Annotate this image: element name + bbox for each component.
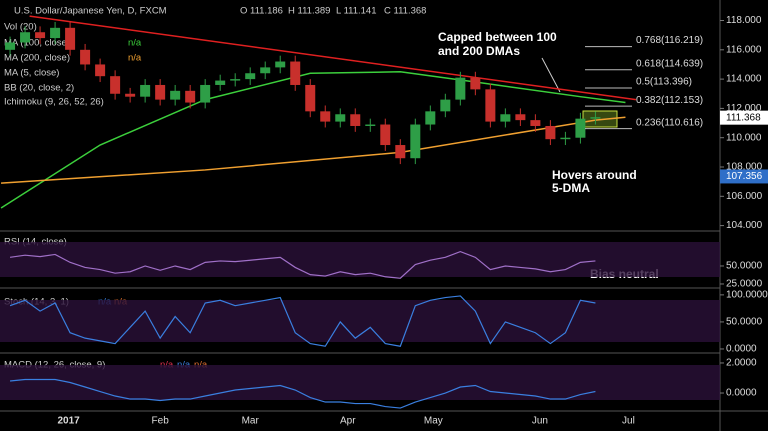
candle-body (515, 114, 526, 121)
price-marker (720, 169, 768, 184)
annotation: Hovers around (552, 168, 637, 182)
y-tick-label: 106.000 (726, 191, 763, 202)
line (0, 71, 626, 209)
na: n/a (128, 53, 142, 64)
fib-label: 0.236(110.616) (636, 117, 703, 128)
y-tick-label: 118.000 (726, 15, 762, 26)
candle-body (590, 117, 601, 119)
y-tick-label: 104.000 (726, 220, 763, 231)
annotation: Capped between 100 (438, 30, 557, 44)
candle-body (200, 84, 211, 103)
y-tick-label: 100.0000 (726, 290, 768, 301)
line (29, 15, 637, 101)
candle-body (425, 111, 436, 125)
line (9, 250, 596, 279)
candle-body (350, 114, 361, 126)
x-tick-label: Apr (340, 416, 356, 427)
indicator: MA (100, close) (4, 38, 70, 49)
candle-body (125, 93, 136, 97)
candle-body (440, 99, 451, 112)
y-tick-label: 50.0000 (726, 317, 763, 328)
y-tick-label: 116.000 (726, 44, 762, 55)
candle-body (50, 27, 61, 39)
price-marker (720, 110, 768, 125)
candle-body (545, 125, 556, 140)
x-tick-label: May (424, 416, 443, 427)
y-tick-label: 50.0000 (726, 261, 763, 272)
y-tick-label: 0.0000 (726, 388, 757, 399)
candle-body (95, 64, 106, 77)
y-tick-label: 112.000 (726, 103, 762, 114)
ohlc: O 111.186 (240, 6, 283, 17)
price-marker-label: 107.356 (726, 171, 763, 182)
candle-body (320, 111, 331, 122)
candle-body (20, 32, 31, 43)
fib-label: 0.768(116.219) (636, 35, 703, 46)
candle-body (215, 80, 226, 85)
candle-body (410, 124, 421, 159)
panel-bg (0, 242, 720, 277)
candle-body (335, 114, 346, 122)
candle-body (5, 42, 16, 50)
candle-body (560, 137, 571, 140)
fib-label: 0.5(113.396) (636, 77, 692, 88)
candle-body (455, 77, 466, 100)
candle-body (470, 77, 481, 90)
candle-body (185, 90, 196, 103)
x-tick-label: 2017 (57, 416, 80, 427)
y-tick-label: 2.0000 (726, 358, 757, 369)
panel-bg (0, 300, 720, 342)
indicator: MA (5, close) (4, 68, 59, 79)
y-tick-label: 114.000 (726, 74, 762, 85)
line (1, 116, 626, 184)
candle-body (500, 114, 511, 122)
candle-body (530, 120, 541, 126)
na: n/a (128, 38, 142, 49)
candle-body (380, 124, 391, 146)
candle-body (35, 32, 46, 39)
candle-body (485, 89, 496, 122)
indicator: BB (20, close, 2) (4, 83, 74, 94)
panel-bg (0, 365, 720, 400)
ohlc: C 111.368 (384, 6, 426, 17)
annotation: and 200 DMAs (438, 44, 520, 58)
ohlc: L 111.141 (336, 6, 377, 17)
ohlc: H 111.389 (288, 6, 330, 17)
indicator: Ichimoku (9, 26, 52, 26) (4, 97, 104, 108)
candle-body (170, 90, 181, 100)
symbol: U.S. Dollar/Japanese Yen, D, FXCM (14, 6, 167, 17)
candle-body (305, 84, 316, 112)
y-tick-label: 108.000 (726, 162, 763, 173)
indicator: MA (200, close) (4, 53, 70, 64)
candle-body (110, 76, 121, 94)
candle-body (275, 61, 286, 68)
candle-body (575, 118, 586, 138)
y-tick-label: 25.0000 (726, 279, 763, 290)
x-tick-label: Jul (622, 416, 635, 427)
x-tick-label: Jun (532, 416, 548, 427)
candle-body (65, 27, 76, 50)
candle-body (395, 145, 406, 159)
price-marker-label: 111.368 (726, 112, 761, 123)
candle-body (290, 61, 301, 85)
arrow (541, 57, 561, 93)
candle-body (245, 73, 256, 80)
line (9, 378, 596, 409)
candle-body (80, 49, 91, 65)
fib-label: 0.618(114.639) (636, 58, 703, 69)
x-tick-label: Feb (152, 416, 170, 427)
line (9, 295, 596, 347)
indicator: Vol (20) (4, 22, 37, 33)
y-tick-label: 110.000 (726, 132, 762, 143)
x-tick-label: Mar (242, 416, 260, 427)
candle-body (365, 124, 376, 126)
candle-body (155, 84, 166, 100)
candle-body (140, 84, 151, 97)
candle-body (230, 79, 241, 81)
y-tick-label: 0.0000 (726, 344, 757, 355)
candle-body (260, 67, 271, 74)
fib-label: 0.382(112.153) (636, 95, 703, 106)
annotation: 5-DMA (552, 181, 590, 195)
